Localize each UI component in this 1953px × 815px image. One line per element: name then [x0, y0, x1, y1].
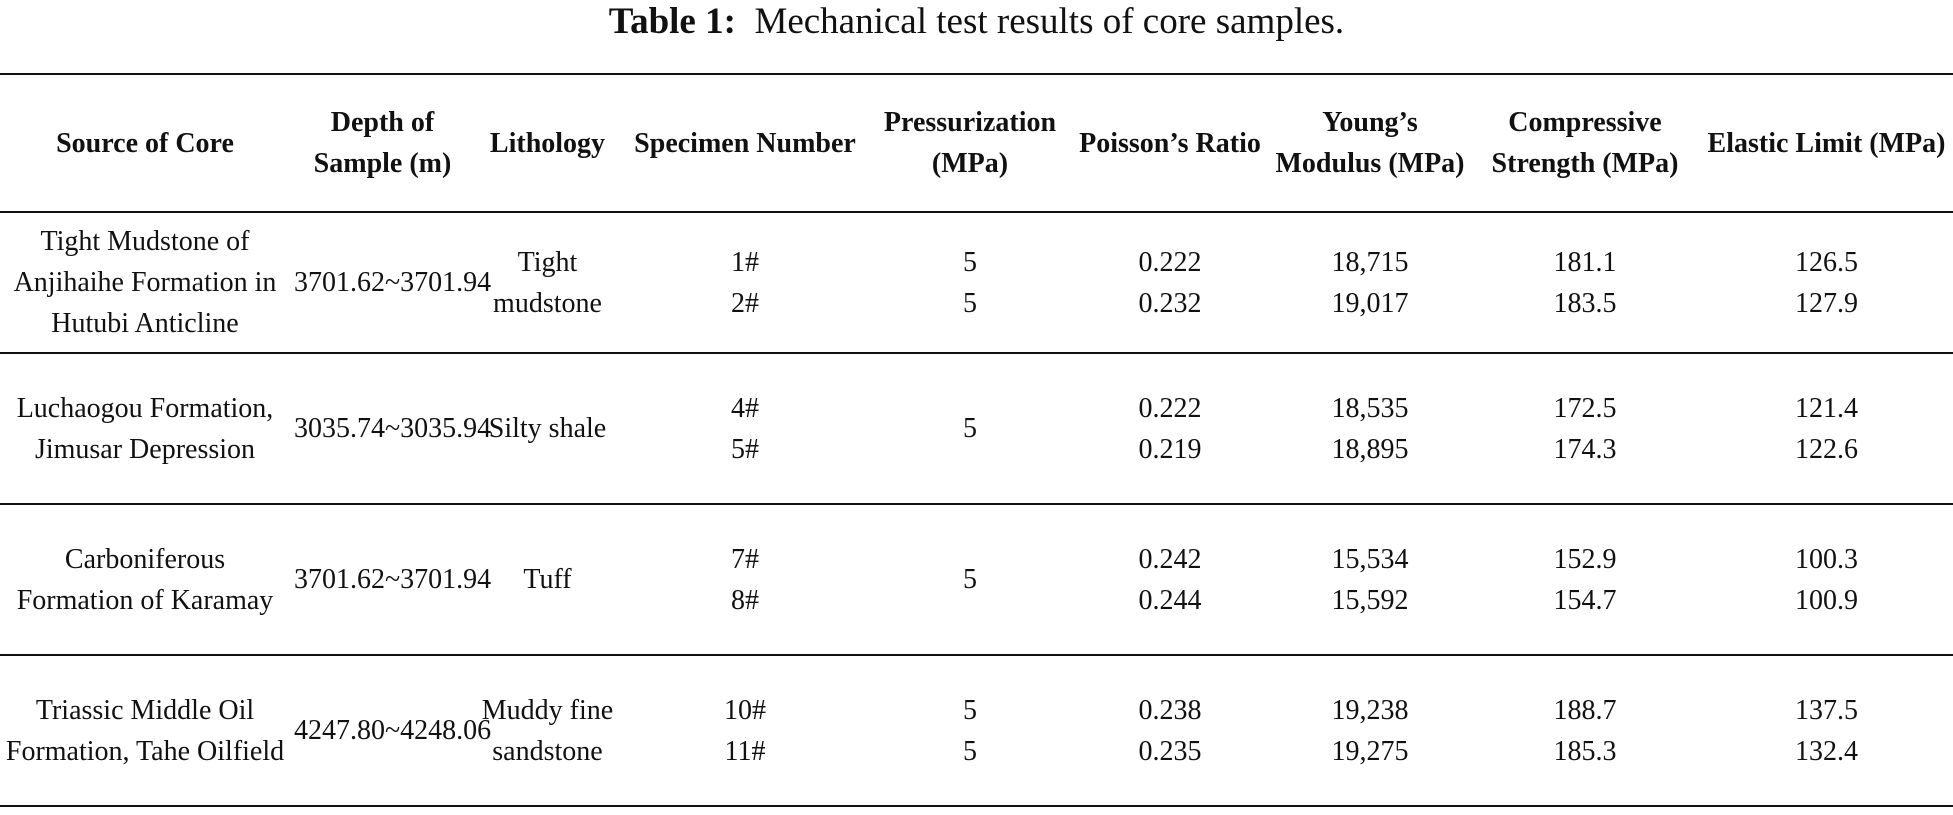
compressive-value: 183.5: [1553, 287, 1617, 319]
col-header-poisson: Poisson’s Ratio: [1070, 73, 1270, 213]
elastic-value: 137.5: [1795, 694, 1858, 726]
poisson-value: 0.242: [1138, 543, 1202, 575]
pressurization-cell: 5 5: [870, 212, 1070, 354]
specimen-cell: 4# 5#: [620, 353, 870, 505]
source-cell: Carboniferous Formation of Karamay: [0, 504, 290, 656]
elastic-value: 122.6: [1795, 433, 1858, 465]
elastic-value: 100.9: [1795, 584, 1858, 616]
compressive-value: 174.3: [1553, 433, 1617, 465]
youngs-cell: 19,238 19,275: [1270, 655, 1470, 807]
poisson-cell: 0.238 0.235: [1070, 655, 1270, 807]
youngs-value: 18,895: [1331, 433, 1409, 465]
col-header-depth: Depth of Sample (m): [290, 73, 475, 213]
compressive-cell: 188.7 185.3: [1470, 655, 1700, 807]
col-header-compressive: Compressive Strength (MPa): [1470, 73, 1700, 213]
pressurization-value: 5: [963, 287, 977, 319]
lithology-cell: Tuff: [475, 504, 620, 656]
lithology-cell: Silty shale: [475, 353, 620, 505]
pressurization-value: 5: [963, 694, 977, 726]
source-cell: Triassic Middle Oil Formation, Tahe Oilf…: [0, 655, 290, 807]
table-row: Triassic Middle Oil Formation, Tahe Oilf…: [0, 655, 1953, 807]
col-header-elastic: Elastic Limit (MPa): [1700, 73, 1953, 213]
table-row: Luchaogou Formation, Jimusar Depression …: [0, 353, 1953, 505]
specimen-value: 5#: [731, 433, 759, 465]
compressive-value: 154.7: [1553, 584, 1617, 616]
poisson-value: 0.222: [1138, 246, 1202, 278]
specimen-value: 11#: [724, 735, 766, 767]
col-header-source: Source of Core: [0, 73, 290, 213]
lithology-cell: Tight mudstone: [475, 212, 620, 354]
poisson-value: 0.222: [1138, 392, 1202, 424]
col-header-youngs: Young’s Modulus (MPa): [1270, 73, 1470, 213]
pressurization-cell: 5 5: [870, 655, 1070, 807]
table-caption: Table 1: Mechanical test results of core…: [0, 2, 1953, 42]
specimen-cell: 1# 2#: [620, 212, 870, 354]
youngs-cell: 15,534 15,592: [1270, 504, 1470, 656]
depth-cell: 3701.62~3701.94: [290, 504, 491, 656]
compressive-value: 172.5: [1553, 392, 1617, 424]
depth-cell: 3035.74~3035.94: [290, 353, 491, 505]
youngs-value: 19,275: [1331, 735, 1409, 767]
source-cell: Luchaogou Formation, Jimusar Depression: [0, 353, 290, 505]
elastic-value: 127.9: [1795, 287, 1858, 319]
elastic-cell: 126.5 127.9: [1700, 212, 1953, 354]
col-header-pressurization: Pressurization (MPa): [870, 73, 1070, 213]
youngs-value: 15,534: [1331, 543, 1409, 575]
specimen-value: 7#: [731, 543, 759, 575]
col-header-specimen: Specimen Number: [620, 73, 870, 213]
pressurization-value: 5: [963, 735, 977, 767]
specimen-value: 10#: [724, 694, 766, 726]
poisson-value: 0.244: [1138, 584, 1202, 616]
lithology-cell: Muddy fine sandstone: [475, 655, 620, 807]
youngs-value: 15,592: [1331, 584, 1409, 616]
elastic-cell: 121.4 122.6: [1700, 353, 1953, 505]
caption-label: Table 1:: [608, 1, 736, 42]
header-row: Source of Core Depth of Sample (m) Litho…: [0, 73, 1953, 213]
poisson-value: 0.219: [1138, 433, 1202, 465]
elastic-value: 121.4: [1795, 392, 1858, 424]
elastic-value: 126.5: [1795, 246, 1858, 278]
poisson-cell: 0.222 0.219: [1070, 353, 1270, 505]
specimen-value: 4#: [731, 392, 759, 424]
depth-cell: 4247.80~4248.06: [290, 655, 491, 807]
table-row: Carboniferous Formation of Karamay 3701.…: [0, 504, 1953, 656]
pressurization-value: 5: [963, 246, 977, 278]
col-header-lithology: Lithology: [475, 73, 620, 213]
pressurization-cell: 5: [870, 504, 1070, 656]
poisson-cell: 0.222 0.232: [1070, 212, 1270, 354]
compressive-value: 152.9: [1553, 543, 1617, 575]
poisson-cell: 0.242 0.244: [1070, 504, 1270, 656]
elastic-value: 100.3: [1795, 543, 1858, 575]
compressive-value: 188.7: [1553, 694, 1617, 726]
elastic-cell: 100.3 100.9: [1700, 504, 1953, 656]
poisson-value: 0.238: [1138, 694, 1202, 726]
specimen-cell: 7# 8#: [620, 504, 870, 656]
caption-text: Mechanical test results of core samples.: [754, 1, 1345, 42]
specimen-value: 8#: [731, 584, 759, 616]
specimen-cell: 10# 11#: [620, 655, 870, 807]
depth-cell: 3701.62~3701.94: [290, 212, 491, 354]
poisson-value: 0.235: [1138, 735, 1202, 767]
poisson-value: 0.232: [1138, 287, 1202, 319]
results-table: Source of Core Depth of Sample (m) Litho…: [0, 73, 1953, 807]
youngs-cell: 18,535 18,895: [1270, 353, 1470, 505]
specimen-value: 1#: [731, 246, 759, 278]
youngs-cell: 18,715 19,017: [1270, 212, 1470, 354]
elastic-value: 132.4: [1795, 735, 1858, 767]
compressive-cell: 172.5 174.3: [1470, 353, 1700, 505]
elastic-cell: 137.5 132.4: [1700, 655, 1953, 807]
compressive-cell: 152.9 154.7: [1470, 504, 1700, 656]
specimen-value: 2#: [731, 287, 759, 319]
youngs-value: 18,715: [1331, 246, 1409, 278]
source-cell: Tight Mudstone of Anjihaihe Formation in…: [0, 212, 290, 354]
youngs-value: 18,535: [1331, 392, 1409, 424]
compressive-value: 181.1: [1553, 246, 1617, 278]
youngs-value: 19,238: [1331, 694, 1409, 726]
pressurization-cell: 5: [870, 353, 1070, 505]
table-row: Tight Mudstone of Anjihaihe Formation in…: [0, 212, 1953, 354]
compressive-value: 185.3: [1553, 735, 1617, 767]
compressive-cell: 181.1 183.5: [1470, 212, 1700, 354]
youngs-value: 19,017: [1331, 287, 1409, 319]
